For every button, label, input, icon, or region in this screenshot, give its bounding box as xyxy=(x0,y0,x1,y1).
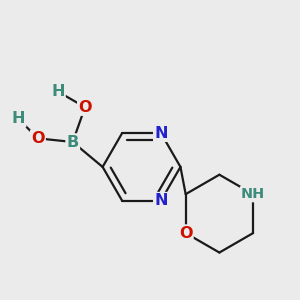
Text: N: N xyxy=(154,126,168,141)
Text: O: O xyxy=(179,226,192,241)
Text: NH: NH xyxy=(241,187,265,201)
Text: O: O xyxy=(31,131,45,146)
Text: O: O xyxy=(78,100,92,115)
Text: H: H xyxy=(51,84,64,99)
Text: B: B xyxy=(67,134,79,149)
Text: H: H xyxy=(12,111,25,126)
Text: N: N xyxy=(154,193,168,208)
